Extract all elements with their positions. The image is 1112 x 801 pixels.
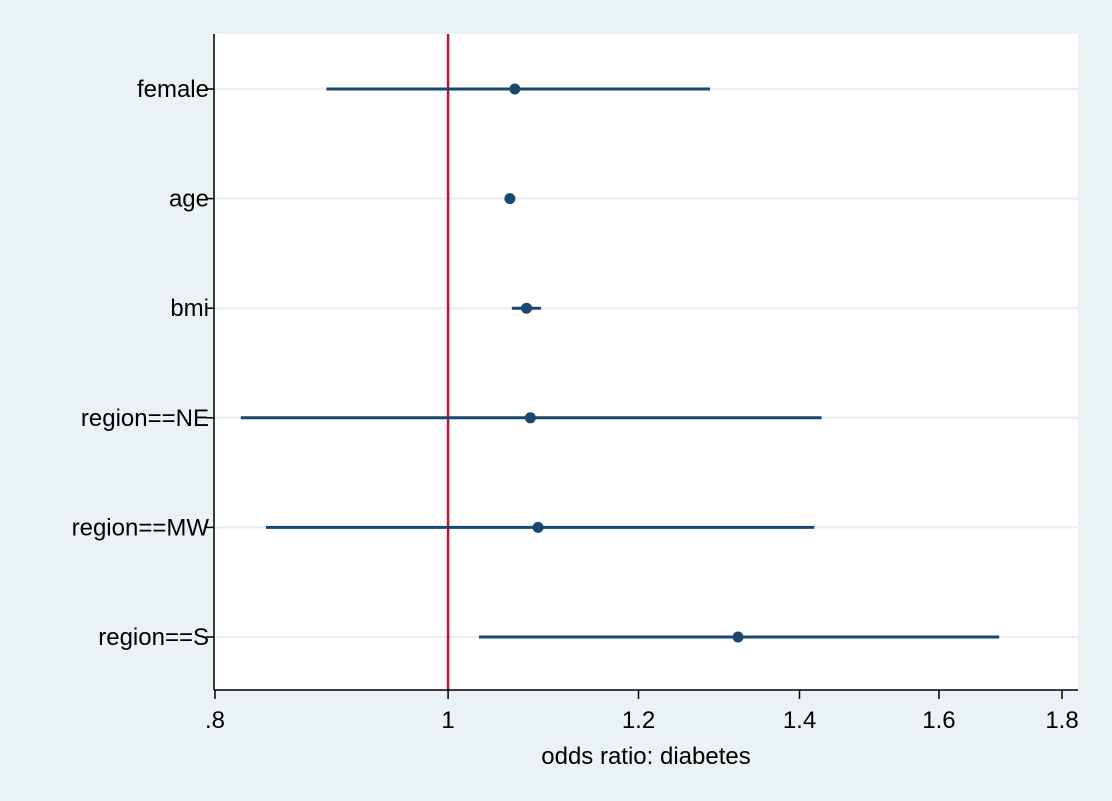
y-tick-label-3: region==NE [81,405,209,432]
y-tick-label-2: bmi [170,295,209,322]
plot-region [214,34,1078,690]
x-tick-label-0: .8 [205,707,225,734]
y-tick-label-4: region==MW [72,514,210,541]
x-tick-label-1: 1 [441,707,454,734]
x-tick-label-5: 1.8 [1045,707,1078,734]
point-marker-1 [504,193,516,205]
point-marker-4 [532,521,544,533]
x-tick-label-4: 1.6 [922,707,955,734]
x-tick-label-2: 1.2 [622,707,655,734]
axis-layer: female age bmi region==NE region==MW region==… [72,34,1079,734]
y-tick-label-1: age [169,186,209,213]
x-axis-title: odds ratio: diabetes [541,743,750,770]
x-tick-label-3: 1.4 [783,707,816,734]
point-marker-3 [524,412,536,424]
point-marker-2 [521,302,533,314]
point-layer [504,83,744,643]
y-tick-label-5: region==S [98,624,209,651]
point-marker-5 [732,631,744,643]
point-marker-0 [509,83,521,95]
y-tick-label-0: female [137,76,209,103]
